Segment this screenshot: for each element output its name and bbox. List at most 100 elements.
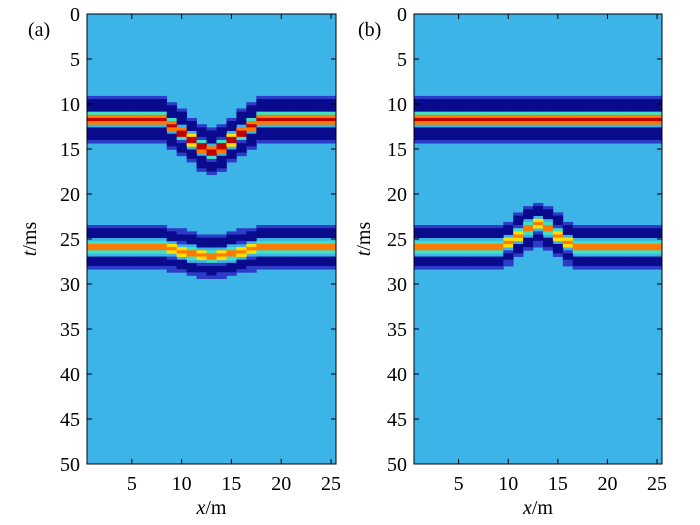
amplitude-cell bbox=[493, 262, 504, 267]
amplitude-cell bbox=[136, 121, 148, 125]
amplitude-cell bbox=[206, 133, 217, 138]
amplitude-cell bbox=[602, 108, 613, 113]
amplitude-cell bbox=[592, 247, 603, 251]
amplitude-cell bbox=[642, 266, 653, 270]
amplitude-cell bbox=[266, 136, 277, 141]
amplitude-cell bbox=[503, 237, 514, 242]
amplitude-cell bbox=[533, 99, 544, 103]
amplitude-cell bbox=[126, 111, 138, 116]
amplitude-cell bbox=[523, 221, 534, 226]
amplitude-cell bbox=[226, 262, 237, 267]
amplitude-cell bbox=[306, 105, 317, 109]
amplitude-cell bbox=[552, 247, 564, 251]
amplitude-cell bbox=[256, 121, 267, 125]
amplitude-cell bbox=[276, 262, 287, 267]
amplitude-cell bbox=[453, 262, 464, 267]
amplitude-cell bbox=[276, 133, 287, 138]
amplitude-cell bbox=[246, 114, 257, 119]
amplitude-cell bbox=[453, 127, 464, 131]
amplitude-cell bbox=[96, 108, 108, 113]
amplitude-cell bbox=[116, 256, 128, 261]
amplitude-cell bbox=[116, 262, 128, 267]
amplitude-cell bbox=[414, 117, 425, 122]
amplitude-cell bbox=[296, 225, 307, 229]
amplitude-cell bbox=[106, 234, 118, 239]
amplitude-cell bbox=[533, 221, 544, 226]
amplitude-cell bbox=[642, 234, 653, 239]
amplitude-cell bbox=[306, 243, 317, 248]
amplitude-cell bbox=[423, 117, 435, 122]
amplitude-cell bbox=[256, 95, 267, 100]
amplitude-cell bbox=[533, 130, 544, 135]
amplitude-cell bbox=[414, 140, 425, 144]
y-tick-label: 20 bbox=[387, 184, 407, 206]
amplitude-cell bbox=[533, 212, 544, 216]
amplitude-cell bbox=[186, 266, 197, 270]
amplitude-cell bbox=[116, 95, 128, 100]
amplitude-cell bbox=[473, 234, 484, 239]
amplitude-cell bbox=[602, 95, 613, 100]
amplitude-cell bbox=[176, 250, 187, 254]
amplitude-cell bbox=[443, 250, 455, 254]
amplitude-cell bbox=[463, 262, 474, 267]
amplitude-cell bbox=[414, 111, 425, 116]
amplitude-cell bbox=[463, 240, 474, 245]
amplitude-cell bbox=[562, 117, 574, 122]
amplitude-cell bbox=[542, 136, 554, 141]
amplitude-cell bbox=[632, 117, 643, 122]
amplitude-cell bbox=[276, 117, 287, 122]
amplitude-cell bbox=[176, 143, 187, 147]
amplitude-cell bbox=[523, 130, 534, 135]
amplitude-cell bbox=[106, 136, 118, 141]
amplitude-cell bbox=[226, 143, 237, 147]
amplitude-cell bbox=[423, 259, 435, 264]
amplitude-cell bbox=[443, 105, 455, 109]
y-tick-label: 50 bbox=[60, 454, 80, 476]
amplitude-cell bbox=[96, 102, 108, 106]
amplitude-cell bbox=[316, 105, 327, 109]
amplitude-cell bbox=[186, 117, 197, 122]
amplitude-cell bbox=[126, 250, 138, 254]
amplitude-cell bbox=[602, 99, 613, 103]
amplitude-cell bbox=[196, 143, 207, 147]
amplitude-cell bbox=[612, 127, 623, 131]
amplitude-cell bbox=[622, 262, 633, 267]
amplitude-cell bbox=[533, 127, 544, 131]
amplitude-cell bbox=[166, 127, 178, 131]
amplitude-cell bbox=[503, 117, 514, 122]
amplitude-cell bbox=[622, 231, 633, 235]
amplitude-cell bbox=[166, 256, 178, 261]
amplitude-cell bbox=[216, 272, 227, 276]
amplitude-cell bbox=[572, 99, 584, 103]
amplitude-cell bbox=[572, 231, 584, 235]
amplitude-cell bbox=[206, 234, 217, 239]
amplitude-cell bbox=[414, 121, 425, 125]
amplitude-cell bbox=[453, 102, 464, 106]
amplitude-cell bbox=[87, 243, 98, 248]
amplitude-cell bbox=[552, 228, 564, 232]
amplitude-cell bbox=[186, 237, 197, 242]
amplitude-cell bbox=[483, 231, 494, 235]
amplitude-cell bbox=[256, 99, 267, 103]
amplitude-cell bbox=[216, 140, 227, 144]
amplitude-cell bbox=[592, 266, 603, 270]
amplitude-cell bbox=[236, 250, 247, 254]
amplitude-cell bbox=[226, 266, 237, 270]
amplitude-cell bbox=[196, 266, 207, 270]
amplitude-cell bbox=[622, 133, 633, 138]
amplitude-cell bbox=[513, 121, 524, 125]
amplitude-cell bbox=[632, 127, 643, 131]
amplitude-cell bbox=[443, 95, 455, 100]
amplitude-cell bbox=[463, 130, 474, 135]
amplitude-cell bbox=[226, 240, 237, 245]
amplitude-cell bbox=[414, 259, 425, 264]
amplitude-cell bbox=[266, 259, 277, 264]
amplitude-cell bbox=[513, 108, 524, 113]
amplitude-cell bbox=[602, 105, 613, 109]
amplitude-cell bbox=[513, 221, 524, 226]
amplitude-cell bbox=[523, 127, 534, 131]
amplitude-cell bbox=[216, 146, 227, 150]
amplitude-cell bbox=[206, 162, 217, 166]
amplitude-cell bbox=[463, 256, 474, 261]
amplitude-cell bbox=[423, 240, 435, 245]
